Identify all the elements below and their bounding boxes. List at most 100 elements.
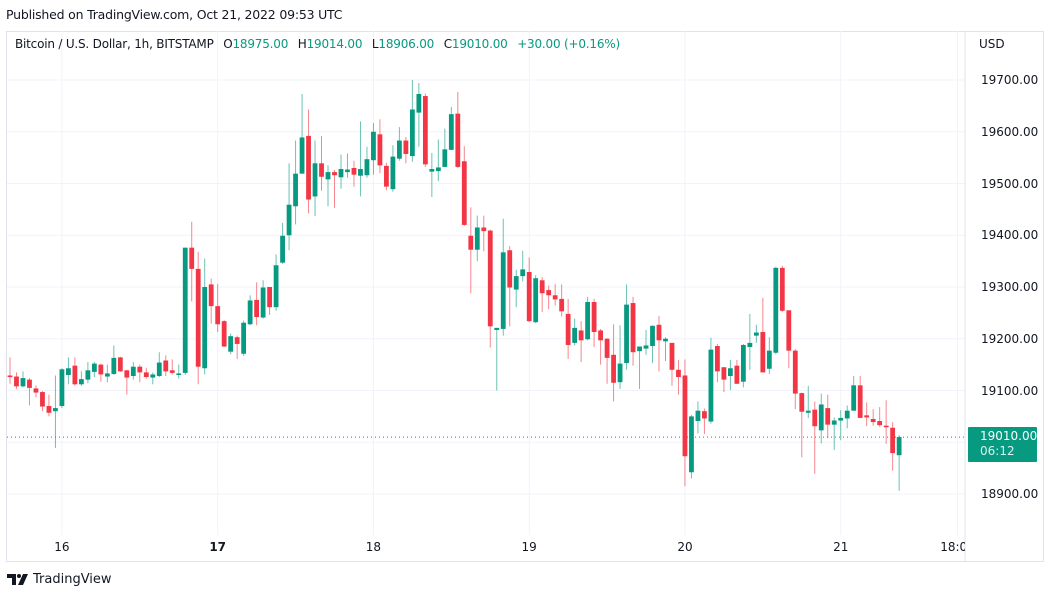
- candle: [565, 298, 571, 359]
- candle-body: [624, 304, 629, 364]
- candle: [20, 371, 26, 388]
- candle: [299, 93, 305, 174]
- candle: [481, 215, 487, 252]
- candle: [228, 333, 234, 355]
- candle-body: [377, 134, 383, 166]
- candle-body: [72, 365, 78, 385]
- candle-body: [124, 370, 130, 378]
- candle: [429, 152, 435, 197]
- candle-body: [708, 349, 714, 422]
- candle: [422, 93, 428, 167]
- candle: [397, 127, 402, 161]
- candle-body: [682, 375, 688, 457]
- candle: [306, 109, 311, 214]
- tradingview-branding[interactable]: TradingView: [7, 572, 112, 587]
- candle-body: [46, 406, 52, 413]
- candle-body: [857, 385, 863, 418]
- candle: [338, 154, 344, 189]
- candle-body: [507, 250, 513, 288]
- candle: [384, 162, 389, 191]
- candle-body: [150, 374, 156, 378]
- candle: [559, 284, 565, 317]
- candle: [143, 367, 149, 379]
- candle: [137, 364, 143, 383]
- change-value: +30.00 (+0.16%): [517, 37, 620, 51]
- candle: [812, 401, 818, 474]
- candle: [169, 359, 175, 375]
- candle-body: [117, 357, 123, 372]
- price-tick-label: 19100.00: [981, 383, 1039, 398]
- candle-body: [53, 408, 58, 412]
- candle: [721, 367, 727, 393]
- candle: [890, 422, 896, 471]
- candle-body: [760, 332, 766, 373]
- candle: [474, 215, 480, 262]
- candle-body: [338, 169, 344, 178]
- time-axis[interactable]: 16 17 18 19 20 21 18:00: [7, 538, 965, 558]
- candle-body: [520, 269, 526, 277]
- candle-body: [513, 276, 519, 290]
- chart-frame: [6, 31, 1044, 562]
- candle-body: [104, 373, 110, 377]
- grid: [7, 31, 965, 535]
- last-price-tag: 19010.00 06:12: [968, 427, 1037, 462]
- candle-body: [156, 362, 162, 377]
- candle-body: [325, 172, 331, 180]
- candle: [591, 298, 597, 348]
- candle-body: [27, 379, 32, 388]
- candle-body: [864, 415, 870, 418]
- time-tick-label: 20: [677, 540, 693, 554]
- candle: [59, 368, 65, 409]
- candle-body: [766, 350, 772, 369]
- candle-body: [234, 337, 240, 344]
- candle: [111, 345, 117, 375]
- candle-body: [585, 302, 591, 340]
- candle: [409, 80, 415, 162]
- candle-body: [578, 330, 584, 341]
- candle: [254, 282, 260, 326]
- candle-body: [91, 363, 97, 372]
- high-value: 19014.00: [306, 37, 363, 51]
- candle: [883, 400, 889, 444]
- candle-body: [364, 159, 370, 176]
- candle: [416, 83, 422, 147]
- candle: [273, 254, 279, 311]
- candle-body: [617, 363, 623, 383]
- candle: [208, 278, 214, 324]
- candle: [831, 417, 837, 451]
- candle: [371, 122, 376, 175]
- candle-body: [14, 376, 19, 387]
- candle: [663, 337, 668, 362]
- candle-body: [689, 416, 694, 473]
- candles: [7, 80, 902, 491]
- candle-body: [779, 267, 785, 311]
- candle: [280, 222, 285, 264]
- candle-body: [20, 378, 26, 387]
- candle-body: [468, 235, 474, 250]
- candle-body: [474, 227, 480, 250]
- candle: [46, 394, 52, 417]
- candle: [319, 135, 324, 191]
- candle: [182, 247, 188, 375]
- candle: [585, 296, 591, 341]
- candle: [150, 372, 156, 385]
- candle: [747, 313, 753, 370]
- candle-body: [312, 163, 318, 197]
- candle: [176, 364, 182, 379]
- candle: [766, 337, 772, 374]
- candle: [468, 207, 474, 294]
- candle: [40, 391, 45, 412]
- candle-body: [630, 303, 636, 353]
- candle: [72, 357, 78, 386]
- candle-body: [7, 375, 13, 378]
- candle: [332, 170, 337, 208]
- candle: [624, 284, 629, 370]
- candle: [896, 435, 902, 491]
- candle: [870, 409, 876, 426]
- candle: [546, 285, 552, 310]
- candle-body: [422, 96, 428, 165]
- candle-body: [870, 418, 876, 423]
- candle: [91, 362, 97, 378]
- symbol-title: Bitcoin / U.S. Dollar, 1h, BITSTAMP: [15, 37, 214, 51]
